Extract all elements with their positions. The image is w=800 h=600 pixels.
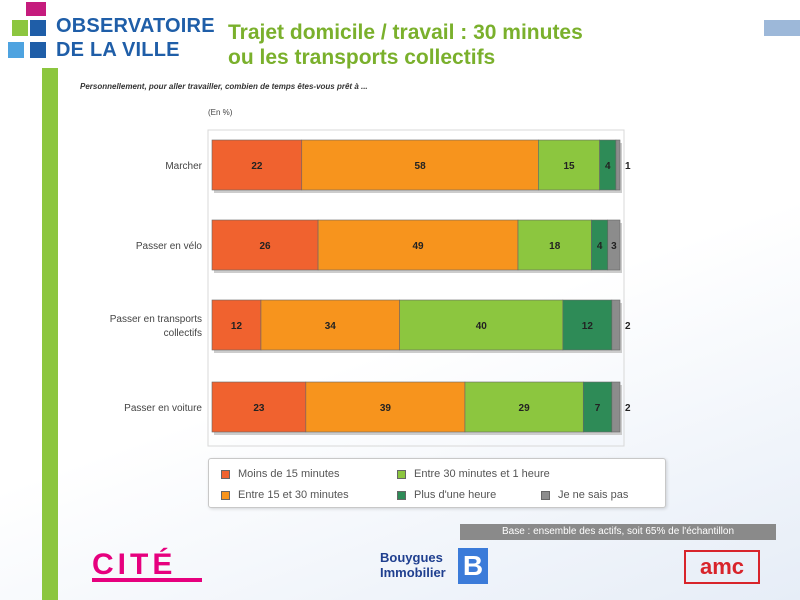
bar-segment-nsp — [611, 381, 621, 433]
data-label-gt60: 4 — [605, 161, 611, 172]
cite-logo-text: CITÉ — [92, 548, 177, 581]
data-label-30to60: 18 — [549, 241, 561, 252]
bar-segment-15to30 — [260, 299, 400, 351]
legend-swatch-lt15 — [221, 469, 230, 479]
legend-label-nsp: Je ne sais pas — [558, 489, 629, 501]
legend-label-gt60: Plus d'une heure — [414, 489, 497, 501]
data-label-lt15: 22 — [251, 161, 263, 172]
data-label-15to30: 39 — [380, 403, 392, 414]
bar-segment-15to30 — [301, 139, 539, 191]
bar-segment-nsp — [607, 219, 621, 271]
bar-segment-30to60 — [538, 139, 600, 191]
cite-logo: CITÉ — [92, 548, 212, 584]
chart-legend: Moins de 15 minutes Entre 15 et 30 minut… — [208, 458, 666, 508]
bar-segment-lt15 — [211, 139, 303, 191]
bouygues-logo-text: Bouygues Immobilier — [380, 550, 446, 580]
bar-segment-lt15 — [211, 219, 319, 271]
data-label-15to30: 49 — [412, 241, 424, 252]
bar-segment-15to30 — [317, 219, 519, 271]
bar-segment-nsp — [615, 139, 621, 191]
legend-label-30to60: Entre 30 minutes et 1 heure — [414, 468, 550, 480]
cite-logo-underline — [92, 578, 202, 582]
data-label-lt15: 23 — [253, 403, 265, 414]
bar-segment-30to60 — [399, 299, 564, 351]
data-label-gt60: 12 — [582, 321, 594, 332]
legend-label-15to30: Entre 15 et 30 minutes — [238, 489, 349, 501]
bar-segment-30to60 — [464, 381, 584, 433]
data-label-15to30: 58 — [415, 161, 427, 172]
data-label-nsp: 2 — [625, 321, 631, 332]
legend-label-lt15: Moins de 15 minutes — [238, 468, 340, 480]
bar-segment-30to60 — [517, 219, 592, 271]
category-label: Passer en transports collectifs — [110, 314, 202, 339]
bar-segment-gt60 — [562, 299, 613, 351]
legend-swatch-nsp — [541, 490, 550, 500]
data-label-gt60: 7 — [595, 403, 601, 414]
bouygues-logo-line-2: Immobilier — [380, 565, 446, 580]
legend-swatch-gt60 — [397, 490, 406, 500]
title-line-2: ou les transports collectifs — [228, 46, 496, 69]
legend-swatch-15to30 — [221, 490, 230, 500]
base-note: Base : ensemble des actifs, soit 65% de … — [460, 524, 776, 540]
category-label: Marcher — [165, 161, 202, 172]
bouygues-b-icon: B — [458, 548, 488, 584]
legend-item-15to30: Entre 15 et 30 minutes — [221, 489, 349, 501]
amc-logo-text: amc — [699, 554, 745, 579]
bar-segment-nsp — [611, 299, 621, 351]
bar-segment-gt60 — [582, 381, 613, 433]
survey-question: Personnellement, pour aller travailler, … — [80, 82, 368, 91]
bar-segment-lt15 — [211, 299, 262, 351]
bar-segment-lt15 — [211, 381, 307, 433]
bouygues-logo-line-1: Bouygues — [380, 550, 443, 565]
data-label-lt15: 26 — [259, 241, 271, 252]
data-label-lt15: 12 — [231, 321, 243, 332]
logo-line-1: OBSERVATOIRE — [56, 15, 215, 37]
decorative-green-bar — [42, 68, 58, 600]
data-label-nsp: 1 — [625, 161, 631, 172]
legend-item-gt60: Plus d'une heure — [397, 489, 496, 501]
logo-squares-icon — [8, 2, 52, 66]
legend-item-30to60: Entre 30 minutes et 1 heure — [397, 468, 550, 480]
category-label: Passer en vélo — [136, 241, 203, 252]
data-label-nsp: 3 — [611, 241, 617, 252]
legend-item-nsp: Je ne sais pas — [541, 489, 628, 501]
title-line-1: Trajet domicile / travail : 30 minutes — [228, 21, 583, 44]
data-label-gt60: 4 — [597, 241, 603, 252]
data-label-15to30: 34 — [325, 321, 337, 332]
category-label: Passer en voiture — [124, 403, 202, 414]
plot-frame — [207, 129, 625, 447]
logo-line-2: DE LA VILLE — [56, 39, 180, 61]
data-label-30to60: 15 — [563, 161, 575, 172]
amc-logo: amc — [684, 550, 760, 584]
logo-text: OBSERVATOIRE DE LA VILLE — [56, 14, 215, 62]
bar-segment-15to30 — [305, 381, 466, 433]
bouygues-immobilier-logo: Bouygues Immobilier B — [380, 548, 490, 588]
legend-item-lt15: Moins de 15 minutes — [221, 468, 340, 480]
data-label-nsp: 2 — [625, 403, 631, 414]
legend-swatch-30to60 — [397, 469, 406, 479]
data-label-30to60: 29 — [519, 403, 531, 414]
unit-label: (En %) — [208, 108, 233, 117]
decorative-blue-block — [764, 20, 800, 36]
observatoire-logo: OBSERVATOIRE DE LA VILLE — [8, 2, 215, 66]
data-label-30to60: 40 — [476, 321, 488, 332]
page-title: Trajet domicile / travail : 30 minutes o… — [228, 20, 583, 70]
